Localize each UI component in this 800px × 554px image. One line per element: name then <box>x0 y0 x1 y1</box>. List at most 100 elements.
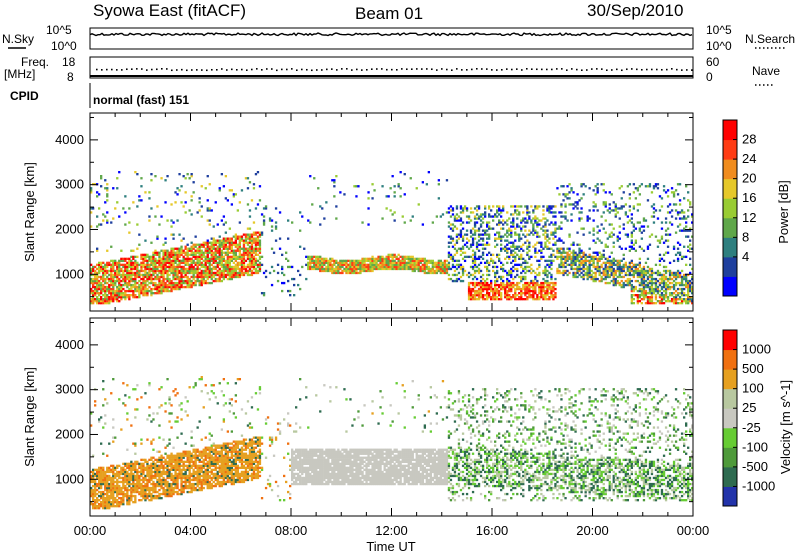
nave-dot <box>381 68 383 70</box>
echo-cell <box>548 263 551 267</box>
echo-cell <box>680 300 684 303</box>
echo-cell <box>118 273 121 277</box>
echo-cell <box>102 470 105 474</box>
echo-cell <box>636 267 640 271</box>
echo-cell <box>152 277 155 281</box>
echo-cell <box>616 207 619 210</box>
echo-cell <box>648 273 652 277</box>
echo-cell <box>568 191 571 194</box>
echo-cell <box>132 261 135 265</box>
echo-cell <box>670 277 674 281</box>
echo-cell <box>512 245 515 248</box>
echo-cell <box>132 263 135 267</box>
echo-cell <box>463 205 467 208</box>
echo-cell <box>234 193 238 196</box>
echo-cell <box>112 300 115 303</box>
echo-cell <box>361 261 364 265</box>
echo-cell <box>494 273 497 277</box>
echo-cell <box>660 300 664 303</box>
echo-cell <box>351 261 354 265</box>
echo-cell <box>367 257 370 261</box>
echo-cell <box>176 281 179 285</box>
echo-cell <box>268 219 272 222</box>
echo-cell <box>208 265 211 269</box>
echo-cell <box>544 273 547 277</box>
echo-cell <box>299 211 302 214</box>
echo-cell <box>198 255 201 259</box>
echo-cell <box>526 233 529 236</box>
echo-cell <box>156 275 159 279</box>
echo-cell <box>138 283 141 287</box>
echo-cell <box>124 281 127 285</box>
nave-dot <box>551 68 553 71</box>
echo-cell <box>592 189 595 192</box>
echo-cell <box>618 225 621 228</box>
echo-cell <box>691 275 694 279</box>
echo-cell <box>248 209 252 212</box>
echo-cell <box>333 259 336 263</box>
echo-cell <box>122 296 125 299</box>
echo-cell <box>140 277 143 281</box>
echo-cell <box>100 486 103 490</box>
echo-cell <box>128 263 131 267</box>
echo-cell <box>96 267 99 271</box>
echo-cell <box>650 283 654 287</box>
echo-cell <box>524 265 527 269</box>
echo-cell <box>427 265 431 269</box>
echo-cell <box>250 249 254 252</box>
echo-cell <box>138 199 141 202</box>
echo-cell <box>630 235 634 238</box>
echo-cell <box>371 263 374 267</box>
echo-cell <box>524 283 527 287</box>
echo-cell <box>658 253 662 257</box>
echo-cell <box>248 245 252 248</box>
nsky-tick-bottom: 10^0 <box>51 39 77 53</box>
echo-cell <box>614 277 617 281</box>
echo-cell <box>110 484 113 488</box>
echo-cell <box>130 294 133 297</box>
echo-cell <box>650 289 654 293</box>
echo-cell <box>184 263 187 267</box>
echo-cell <box>242 243 246 246</box>
echo-cell <box>602 269 605 273</box>
echo-cell <box>518 239 521 242</box>
echo-cell <box>154 259 157 263</box>
echo-cell <box>122 478 125 482</box>
echo-cell <box>467 298 471 301</box>
echo-cell <box>417 257 420 261</box>
echo-cell <box>172 271 175 275</box>
echo-cell <box>582 265 585 269</box>
echo-cell <box>638 227 642 230</box>
echo-cell <box>128 259 131 263</box>
echo-cell <box>120 472 123 476</box>
echo-cell <box>102 271 105 275</box>
echo-cell <box>431 263 435 267</box>
echo-cell <box>329 257 332 261</box>
echo-cell <box>644 283 648 287</box>
echo-cell <box>100 478 103 482</box>
echo-cell <box>90 279 93 283</box>
echo-cell <box>594 255 597 259</box>
nave-dot <box>546 68 548 71</box>
nave-dot <box>426 68 428 70</box>
echo-cell <box>471 237 475 240</box>
echo-cell <box>110 476 113 480</box>
echo-cell <box>106 484 109 488</box>
echo-cell <box>118 265 121 269</box>
echo-cell <box>689 279 692 283</box>
echo-cell <box>258 255 262 259</box>
echo-cell <box>652 277 656 281</box>
echo-cell <box>514 211 517 214</box>
echo-cell <box>528 229 531 232</box>
echo-cell <box>580 217 583 220</box>
echo-cell <box>592 279 595 283</box>
echo-cell <box>542 229 545 232</box>
echo-cell <box>100 296 103 299</box>
echo-cell <box>162 267 165 271</box>
echo-cell <box>104 505 107 508</box>
echo-cell <box>560 239 563 242</box>
echo-cell <box>455 227 459 230</box>
echo-cell <box>620 285 623 289</box>
echo-cell <box>222 237 226 240</box>
echo-cell <box>142 289 145 293</box>
